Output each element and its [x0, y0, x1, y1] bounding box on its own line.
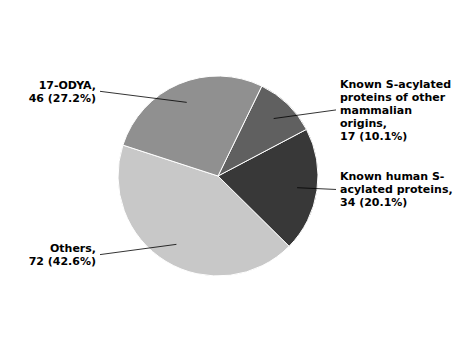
plot-area [118, 76, 318, 276]
leader-line [100, 91, 187, 102]
slice-label-line: 46 (27.2%) [29, 92, 96, 105]
slice-label-line: 72 (42.6%) [29, 255, 96, 268]
chart: Others,72 (42.6%) Known human S-acylated … [0, 0, 474, 341]
slice-label-line: origins, [340, 117, 387, 130]
slice-label-line: 34 (20.1%) [340, 196, 407, 209]
slice-label-line: Known S-acylated [340, 78, 451, 91]
leader-line [274, 110, 336, 119]
slice-label: Known human S-acylated proteins,34 (20.1… [340, 170, 453, 209]
labels: Others,72 (42.6%) Known human S-acylated … [29, 78, 453, 268]
slice-label-line: 17 (10.1%) [340, 130, 407, 143]
leader-line [297, 188, 336, 190]
slice-label-line: Others, [50, 242, 96, 255]
slice-label-line: proteins of other [340, 91, 446, 104]
pie-slice [123, 76, 262, 176]
slice-label: Others,72 (42.6%) [29, 242, 96, 268]
leader-line [100, 244, 176, 254]
slice-label: 17-ODYA,46 (27.2%) [29, 79, 96, 105]
slice-label-line: 17-ODYA, [39, 79, 96, 92]
slice-label-line: Known human S- [340, 170, 444, 183]
slice-label: Known S-acylatedproteins of othermammali… [340, 78, 451, 143]
slice-label-line: acylated proteins, [340, 183, 453, 196]
slice-label-line: mammalian [340, 104, 412, 117]
slices [118, 76, 318, 276]
